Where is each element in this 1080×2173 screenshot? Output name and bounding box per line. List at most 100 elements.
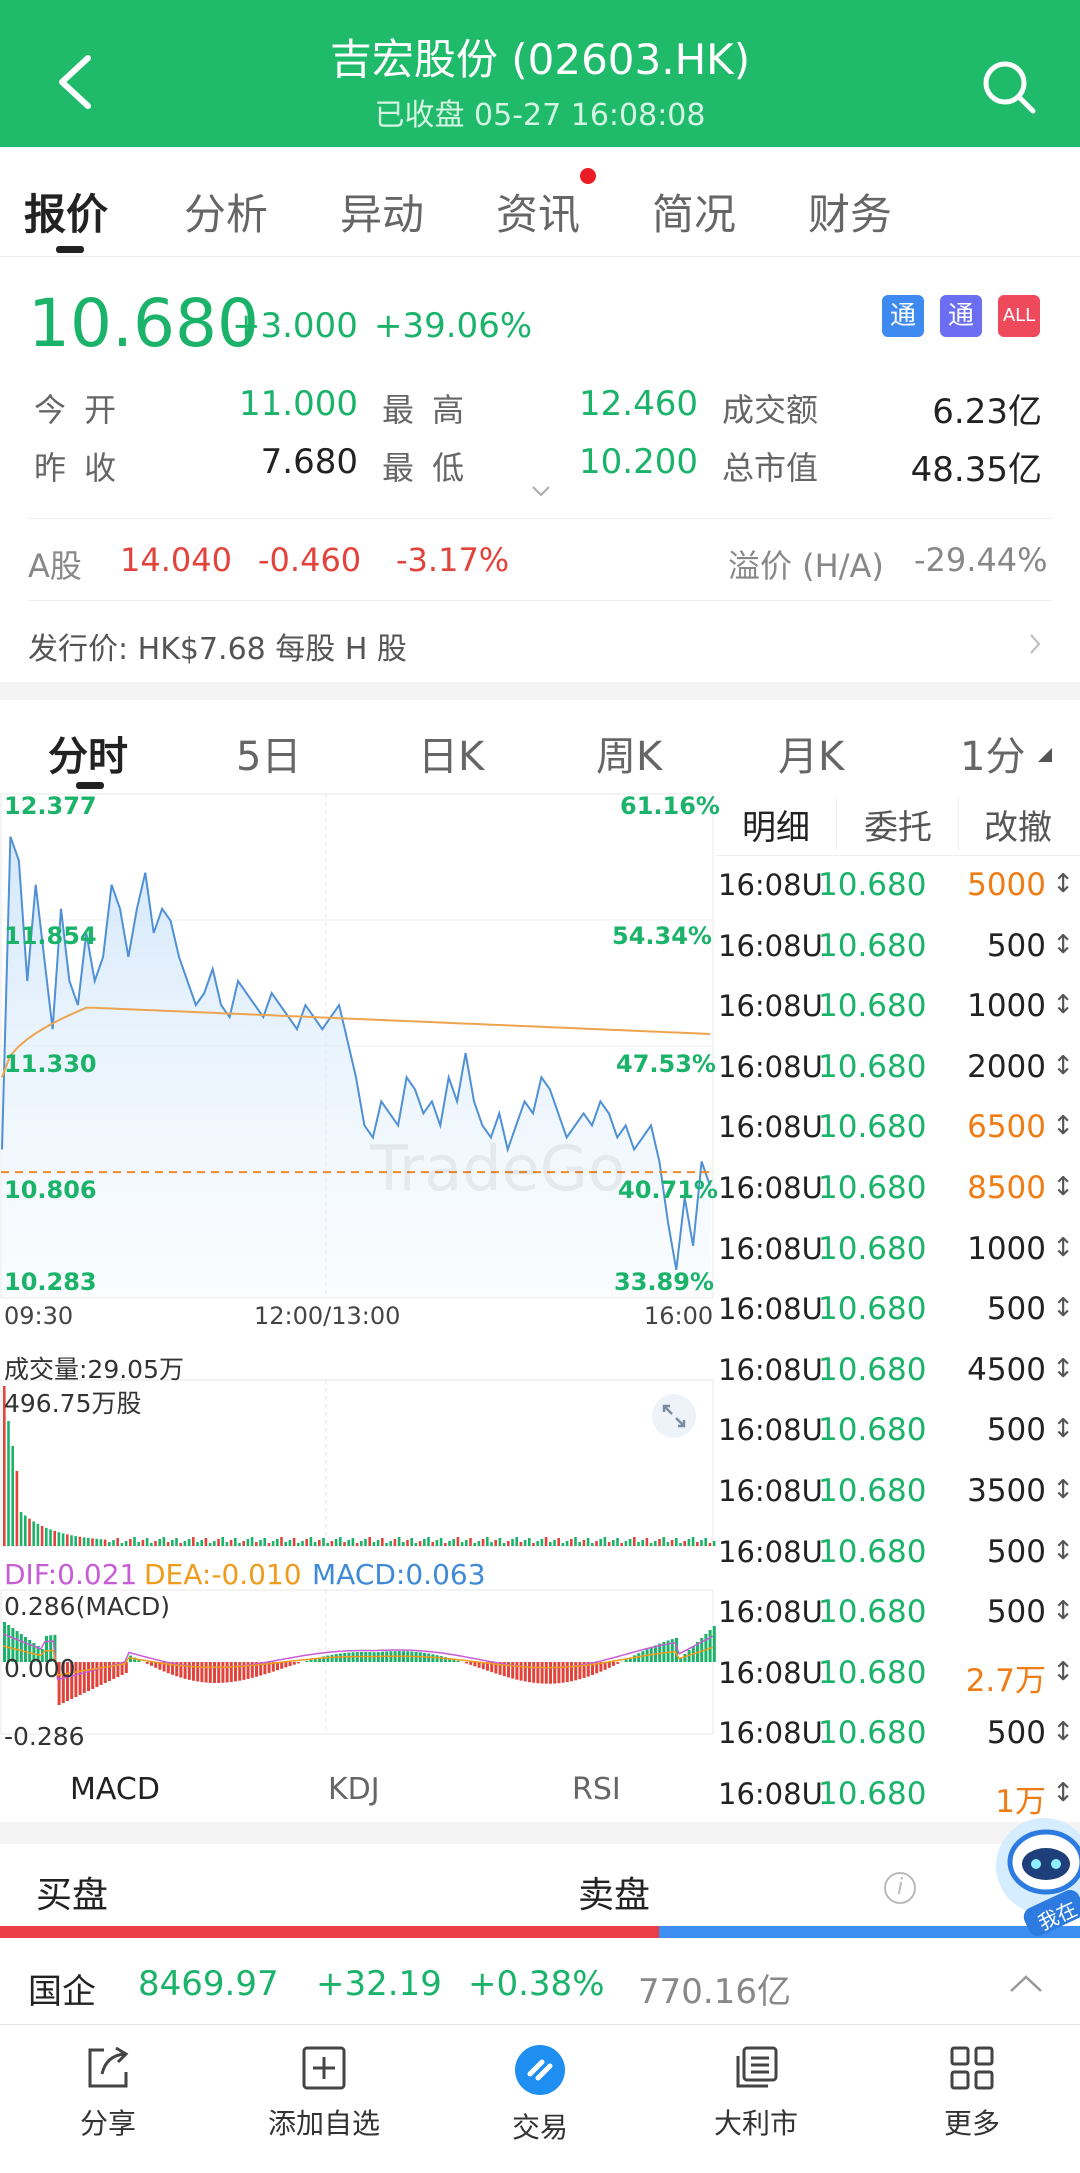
indicator-tab-macd[interactable]: MACD [70, 1772, 160, 1807]
macd-histogram-bar [95, 1662, 99, 1687]
macd-histogram-bar [28, 1640, 32, 1662]
chart-tab-weekly[interactable]: 周K [596, 734, 663, 780]
volume-bar [334, 1539, 338, 1546]
high-label: 最 高 [382, 391, 469, 429]
volume-bar [7, 1421, 10, 1546]
volume-bar [507, 1541, 510, 1546]
volume-bar [95, 1538, 98, 1546]
tick-time: 16:08U [718, 1413, 823, 1448]
chevron-right-icon[interactable] [1028, 632, 1042, 656]
macd-histogram-bar [549, 1662, 552, 1684]
chart-tab-intraday[interactable]: 分时 [48, 734, 128, 780]
volume-bar [595, 1541, 598, 1546]
tab-quote[interactable]: 报价 [24, 190, 109, 239]
macd-histogram-bar [435, 1655, 439, 1662]
chevron-up-icon[interactable] [1008, 1974, 1044, 1994]
macd-histogram-bar [507, 1662, 510, 1678]
tab-news[interactable]: 资讯 [496, 190, 581, 239]
tick-volume: 1000 [967, 988, 1046, 1025]
tab-analysis[interactable]: 分析 [184, 190, 269, 239]
tick-tab-amend[interactable]: 改撤 [984, 808, 1052, 848]
tick-time: 16:08U [718, 1352, 823, 1387]
chart-tab-daily[interactable]: 日K [418, 734, 485, 780]
volume-bar [708, 1543, 712, 1546]
y-axis-pct-label: 61.16% [620, 792, 720, 820]
macd-histogram-bar [24, 1637, 27, 1662]
volume-bar [284, 1542, 287, 1546]
macd-histogram-bar [192, 1662, 195, 1681]
volume-bar [448, 1541, 451, 1546]
tick-tab-detail[interactable]: 明细 [742, 808, 810, 848]
search-icon[interactable] [980, 58, 1038, 116]
nav-more[interactable]: 更多 [892, 2044, 1052, 2142]
tab-movement[interactable]: 异动 [340, 190, 425, 239]
volume-bar [469, 1538, 472, 1546]
intraday-chart[interactable] [0, 790, 716, 1790]
up-down-arrow-icon: ↕ [1052, 990, 1074, 1021]
time-axis-label: 16:00 [644, 1302, 714, 1330]
volume-bar [536, 1541, 539, 1546]
volume-bar [112, 1540, 115, 1546]
tab-financials[interactable]: 财务 [808, 190, 893, 239]
assistant-robot-icon[interactable]: 我在 [984, 1806, 1080, 1942]
indicator-tab-rsi[interactable]: RSI [572, 1772, 621, 1807]
macd-histogram-bar [490, 1662, 494, 1673]
chart-tab-monthly[interactable]: 月K [778, 734, 845, 780]
high-value: 12.460 [579, 384, 698, 424]
volume-bar [124, 1541, 128, 1546]
tick-volume: 500 [986, 1291, 1046, 1328]
nav-add-watchlist[interactable]: 添加自选 [244, 2044, 404, 2142]
tab-profile[interactable]: 简况 [652, 190, 737, 239]
nav-dalishi[interactable]: 大利市 [676, 2044, 836, 2142]
volume-bar [519, 1542, 523, 1546]
connect-badge-sz[interactable]: 通 [940, 295, 982, 337]
all-badge[interactable]: ALL [998, 295, 1040, 337]
macd-top-label: 0.286(MACD) [4, 1592, 171, 1621]
expand-quote-chevron-icon[interactable] [530, 484, 552, 498]
macd-histogram-bar [187, 1662, 191, 1680]
volume-bar [456, 1537, 460, 1546]
macd-histogram-bar [259, 1662, 263, 1676]
tick-tab-orders[interactable]: 委托 [864, 808, 932, 848]
chart-tab-interval[interactable]: 1分 [960, 734, 1026, 780]
expand-chart-icon[interactable] [652, 1394, 696, 1438]
grid-icon [950, 2046, 994, 2090]
tick-row: 16:08U 10.680 2.7万 ↕ [718, 1644, 1080, 1704]
market-status: 已收盘 05-27 16:08:08 [374, 98, 706, 133]
tick-row: 16:08U 10.680 3500 ↕ [718, 1462, 1080, 1522]
tick-price: 10.680 [818, 1654, 927, 1691]
index-turnover: 770.16亿 [638, 1972, 791, 2012]
nav-trade[interactable]: 交易 [460, 2044, 620, 2146]
macd-histogram-bar [502, 1662, 506, 1677]
tick-volume: 1万 [995, 1784, 1046, 1820]
volume-bar [288, 1540, 292, 1546]
volume-bar [351, 1538, 355, 1546]
back-arrow-icon[interactable] [52, 52, 98, 112]
issue-price-row[interactable]: 发行价: HK$7.68 每股 H 股 [28, 632, 407, 667]
chart-tab-5day[interactable]: 5日 [236, 734, 302, 780]
macd-histogram-bar [481, 1662, 485, 1670]
volume-bar [263, 1538, 266, 1546]
volume-bar [586, 1538, 590, 1546]
volume-bar [175, 1538, 178, 1546]
up-down-arrow-icon: ↕ [1052, 869, 1074, 899]
connect-badge-sh[interactable]: 通 [882, 295, 924, 337]
price-change-pct: +39.06% [374, 306, 533, 346]
volume-bar [267, 1543, 271, 1546]
volume-bar [87, 1537, 90, 1546]
macd-histogram-bar [444, 1657, 447, 1662]
tick-price: 10.680 [818, 927, 927, 964]
tick-time: 16:08U [718, 1655, 823, 1690]
price-area-fill [2, 836, 710, 1298]
macd-histogram-bar [624, 1659, 628, 1662]
tick-row: 16:08U 10.680 500 ↕ [718, 917, 1080, 977]
nav-share[interactable]: 分享 [28, 2044, 188, 2142]
macd-histogram-bar [528, 1662, 531, 1683]
buy-ratio-bar [0, 1926, 659, 1938]
tick-time: 16:08U [718, 1595, 823, 1630]
volume-bar [393, 1539, 397, 1546]
volume-bar [565, 1541, 569, 1546]
volume-bar [364, 1539, 367, 1546]
info-icon[interactable]: i [884, 1872, 916, 1904]
indicator-tab-kdj[interactable]: KDJ [328, 1772, 380, 1807]
